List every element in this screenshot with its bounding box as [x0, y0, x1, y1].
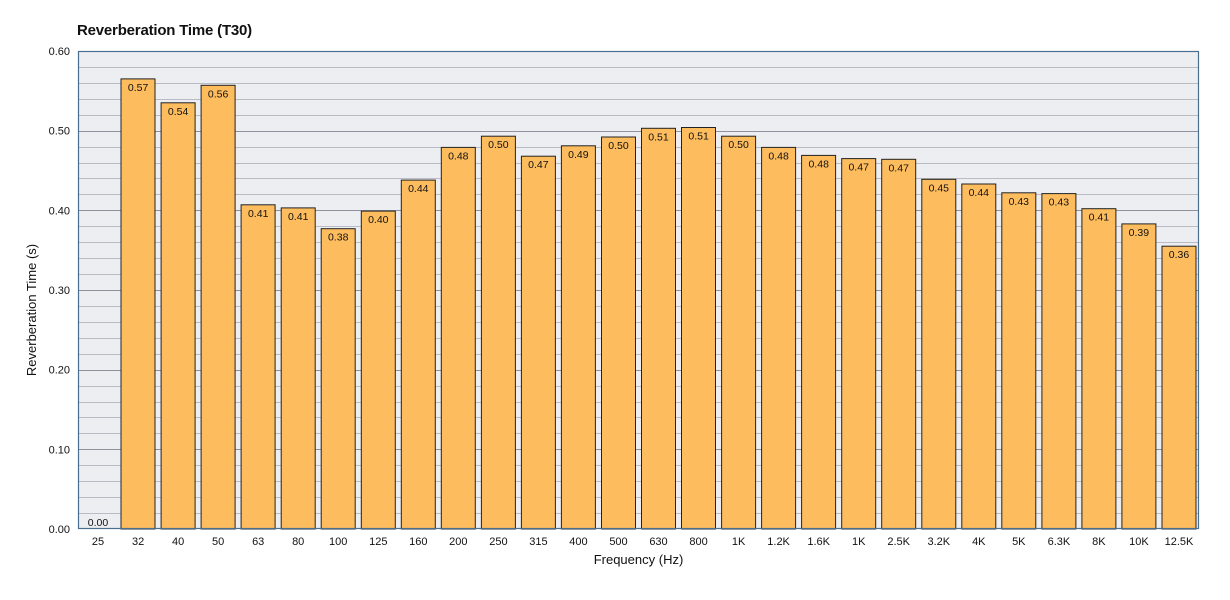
- bar-250: [480, 135, 516, 530]
- x-tick-label: 12.5K: [1165, 536, 1194, 548]
- bar-160: [400, 179, 436, 530]
- data-label-160: 0.44: [408, 183, 429, 195]
- data-label-25: 0.00: [88, 517, 109, 529]
- bar-8K: [1081, 208, 1117, 530]
- data-label-12.5K: 0.36: [1169, 249, 1190, 261]
- y-tick-label: 0.30: [49, 285, 70, 297]
- x-tick-label: 6.3K: [1048, 536, 1071, 548]
- x-tick-label: 100: [329, 536, 347, 548]
- x-tick-label: 315: [529, 536, 547, 548]
- x-axis-ticks: 25 32 40 50 63 80 100 125 160 200 250 315 400 500 630 8…: [92, 536, 1194, 548]
- x-tick-label: 400: [569, 536, 587, 548]
- bar-1.2K: [761, 146, 797, 530]
- x-tick-label: 63: [252, 536, 264, 548]
- data-label-800: 0.51: [688, 131, 709, 143]
- data-label-40: 0.54: [168, 106, 189, 118]
- bars: [120, 78, 1197, 530]
- data-label-10K: 0.39: [1129, 227, 1150, 239]
- y-axis-ticks: 0.00 0.10 0.20 0.30 0.40 0.50 0.60: [49, 46, 70, 536]
- bar-40: [160, 102, 196, 530]
- data-label-1.6K: 0.48: [808, 158, 829, 170]
- x-tick-label: 160: [409, 536, 427, 548]
- data-label-80: 0.41: [288, 211, 309, 223]
- data-label-1K: 0.50: [728, 139, 749, 151]
- bar-125: [360, 210, 396, 530]
- x-tick-label: 200: [449, 536, 467, 548]
- x-tick-label: 10K: [1129, 536, 1149, 548]
- x-axis-title: Frequency (Hz): [594, 552, 684, 567]
- data-label-2.5K: 0.47: [888, 162, 909, 174]
- bar-400: [560, 145, 596, 530]
- x-tick-label: 40: [172, 536, 184, 548]
- bar-200: [440, 146, 476, 530]
- bar-12.5K: [1161, 245, 1197, 530]
- data-label-400: 0.49: [568, 149, 589, 161]
- bar-1K: [721, 135, 757, 530]
- x-tick-label: 2.5K: [887, 536, 910, 548]
- bar-315: [520, 155, 556, 530]
- data-labels: 0.00 0.57 0.54 0.56 0.41 0.41 0.38 0.40 0.44 0.48…: [88, 82, 1190, 529]
- bar-32: [120, 78, 156, 530]
- x-tick-label: 125: [369, 536, 387, 548]
- bar-100: [320, 228, 356, 530]
- bar-50: [200, 84, 236, 530]
- x-tick-label: 25: [92, 536, 104, 548]
- bar-1.6K: [801, 154, 837, 530]
- bar-800: [681, 127, 716, 530]
- bar-10K: [1121, 223, 1157, 530]
- x-tick-label: 80: [292, 536, 304, 548]
- x-tick-label: 1.2K: [767, 536, 790, 548]
- data-label-100: 0.38: [328, 232, 349, 244]
- data-label-125: 0.40: [368, 214, 389, 226]
- chart-title: Reverberation Time (T30): [77, 22, 252, 39]
- y-tick-label: 0.40: [49, 205, 70, 217]
- data-label-1.2K: 0.48: [768, 150, 789, 162]
- y-tick-label: 0.50: [49, 126, 70, 138]
- bar-80: [280, 207, 316, 530]
- bar-2.5K: [881, 158, 917, 530]
- data-label-32: 0.57: [128, 82, 149, 94]
- data-label-200: 0.48: [448, 150, 469, 162]
- y-tick-label: 0.60: [49, 46, 70, 58]
- data-label-50: 0.56: [208, 88, 229, 100]
- x-tick-label: 32: [132, 536, 144, 548]
- x-tick-label: 3.2K: [927, 536, 950, 548]
- bar-3.2K: [921, 178, 957, 530]
- data-label-1K: 0.47: [848, 162, 869, 174]
- data-label-8K: 0.41: [1089, 212, 1110, 224]
- bar-630: [641, 127, 676, 530]
- x-tick-label: 1K: [732, 536, 746, 548]
- data-label-4K: 0.44: [969, 187, 990, 199]
- y-axis-title: Reverberation Time (s): [24, 244, 39, 376]
- y-tick-label: 0.10: [49, 444, 70, 456]
- x-tick-label: 4K: [972, 536, 986, 548]
- bar-4K: [961, 183, 997, 530]
- x-tick-label: 8K: [1092, 536, 1106, 548]
- x-tick-label: 1.6K: [807, 536, 830, 548]
- x-tick-label: 800: [689, 536, 707, 548]
- data-label-315: 0.47: [528, 159, 549, 171]
- bar-500: [601, 136, 636, 530]
- bar-63: [240, 204, 276, 530]
- y-tick-label: 0.00: [49, 524, 70, 536]
- data-label-250: 0.50: [488, 139, 509, 151]
- x-tick-label: 5K: [1012, 536, 1026, 548]
- data-label-3.2K: 0.45: [929, 182, 950, 194]
- bar-5K: [1001, 192, 1037, 530]
- data-label-630: 0.51: [648, 131, 669, 143]
- x-tick-label: 1K: [852, 536, 866, 548]
- x-tick-label: 50: [212, 536, 224, 548]
- x-tick-label: 250: [489, 536, 507, 548]
- x-tick-label: 630: [649, 536, 667, 548]
- bar-1K: [841, 158, 877, 530]
- y-tick-label: 0.20: [49, 365, 70, 377]
- data-label-63: 0.41: [248, 208, 269, 220]
- data-label-5K: 0.43: [1009, 196, 1030, 208]
- bar-6.3K: [1041, 193, 1077, 530]
- data-label-500: 0.50: [608, 140, 629, 152]
- data-label-6.3K: 0.43: [1049, 197, 1070, 209]
- x-tick-label: 500: [609, 536, 627, 548]
- plot-frame: [77, 50, 1200, 530]
